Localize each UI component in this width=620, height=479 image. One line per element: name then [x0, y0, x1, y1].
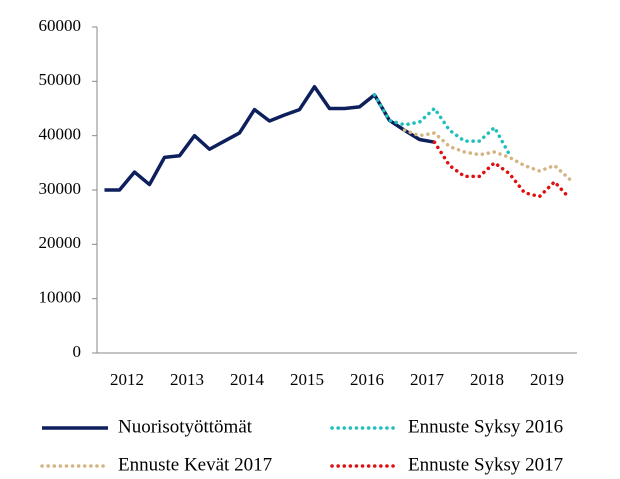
y-tick-label: 30000	[39, 179, 82, 198]
legend-label: Ennuste Kevät 2017	[118, 454, 272, 475]
x-tick-label: 2017	[410, 370, 445, 389]
x-tick-label: 2018	[470, 370, 504, 389]
series-line	[104, 85, 435, 192]
y-tick-label: 10000	[39, 288, 82, 307]
y-tick-label: 20000	[39, 233, 82, 252]
legend-label: Ennuste Syksy 2017	[408, 454, 563, 475]
y-tick-label: 50000	[39, 70, 82, 89]
y-tick-label: 0	[73, 342, 82, 361]
series-line	[402, 128, 572, 181]
x-tick-label: 2012	[110, 370, 144, 389]
y-tick-label: 40000	[39, 125, 82, 144]
x-tick-label: 2014	[230, 370, 265, 389]
x-tick-label: 2015	[290, 370, 324, 389]
x-tick-label: 2013	[170, 370, 204, 389]
y-tick-label: 60000	[39, 16, 82, 35]
x-tick-label: 2016	[350, 370, 384, 389]
legend-label: Nuorisotyöttömät	[118, 416, 253, 437]
x-tick-label: 2019	[530, 370, 564, 389]
legend-label: Ennuste Syksy 2016	[408, 416, 563, 437]
series-line	[432, 140, 572, 200]
series-line	[372, 93, 512, 157]
